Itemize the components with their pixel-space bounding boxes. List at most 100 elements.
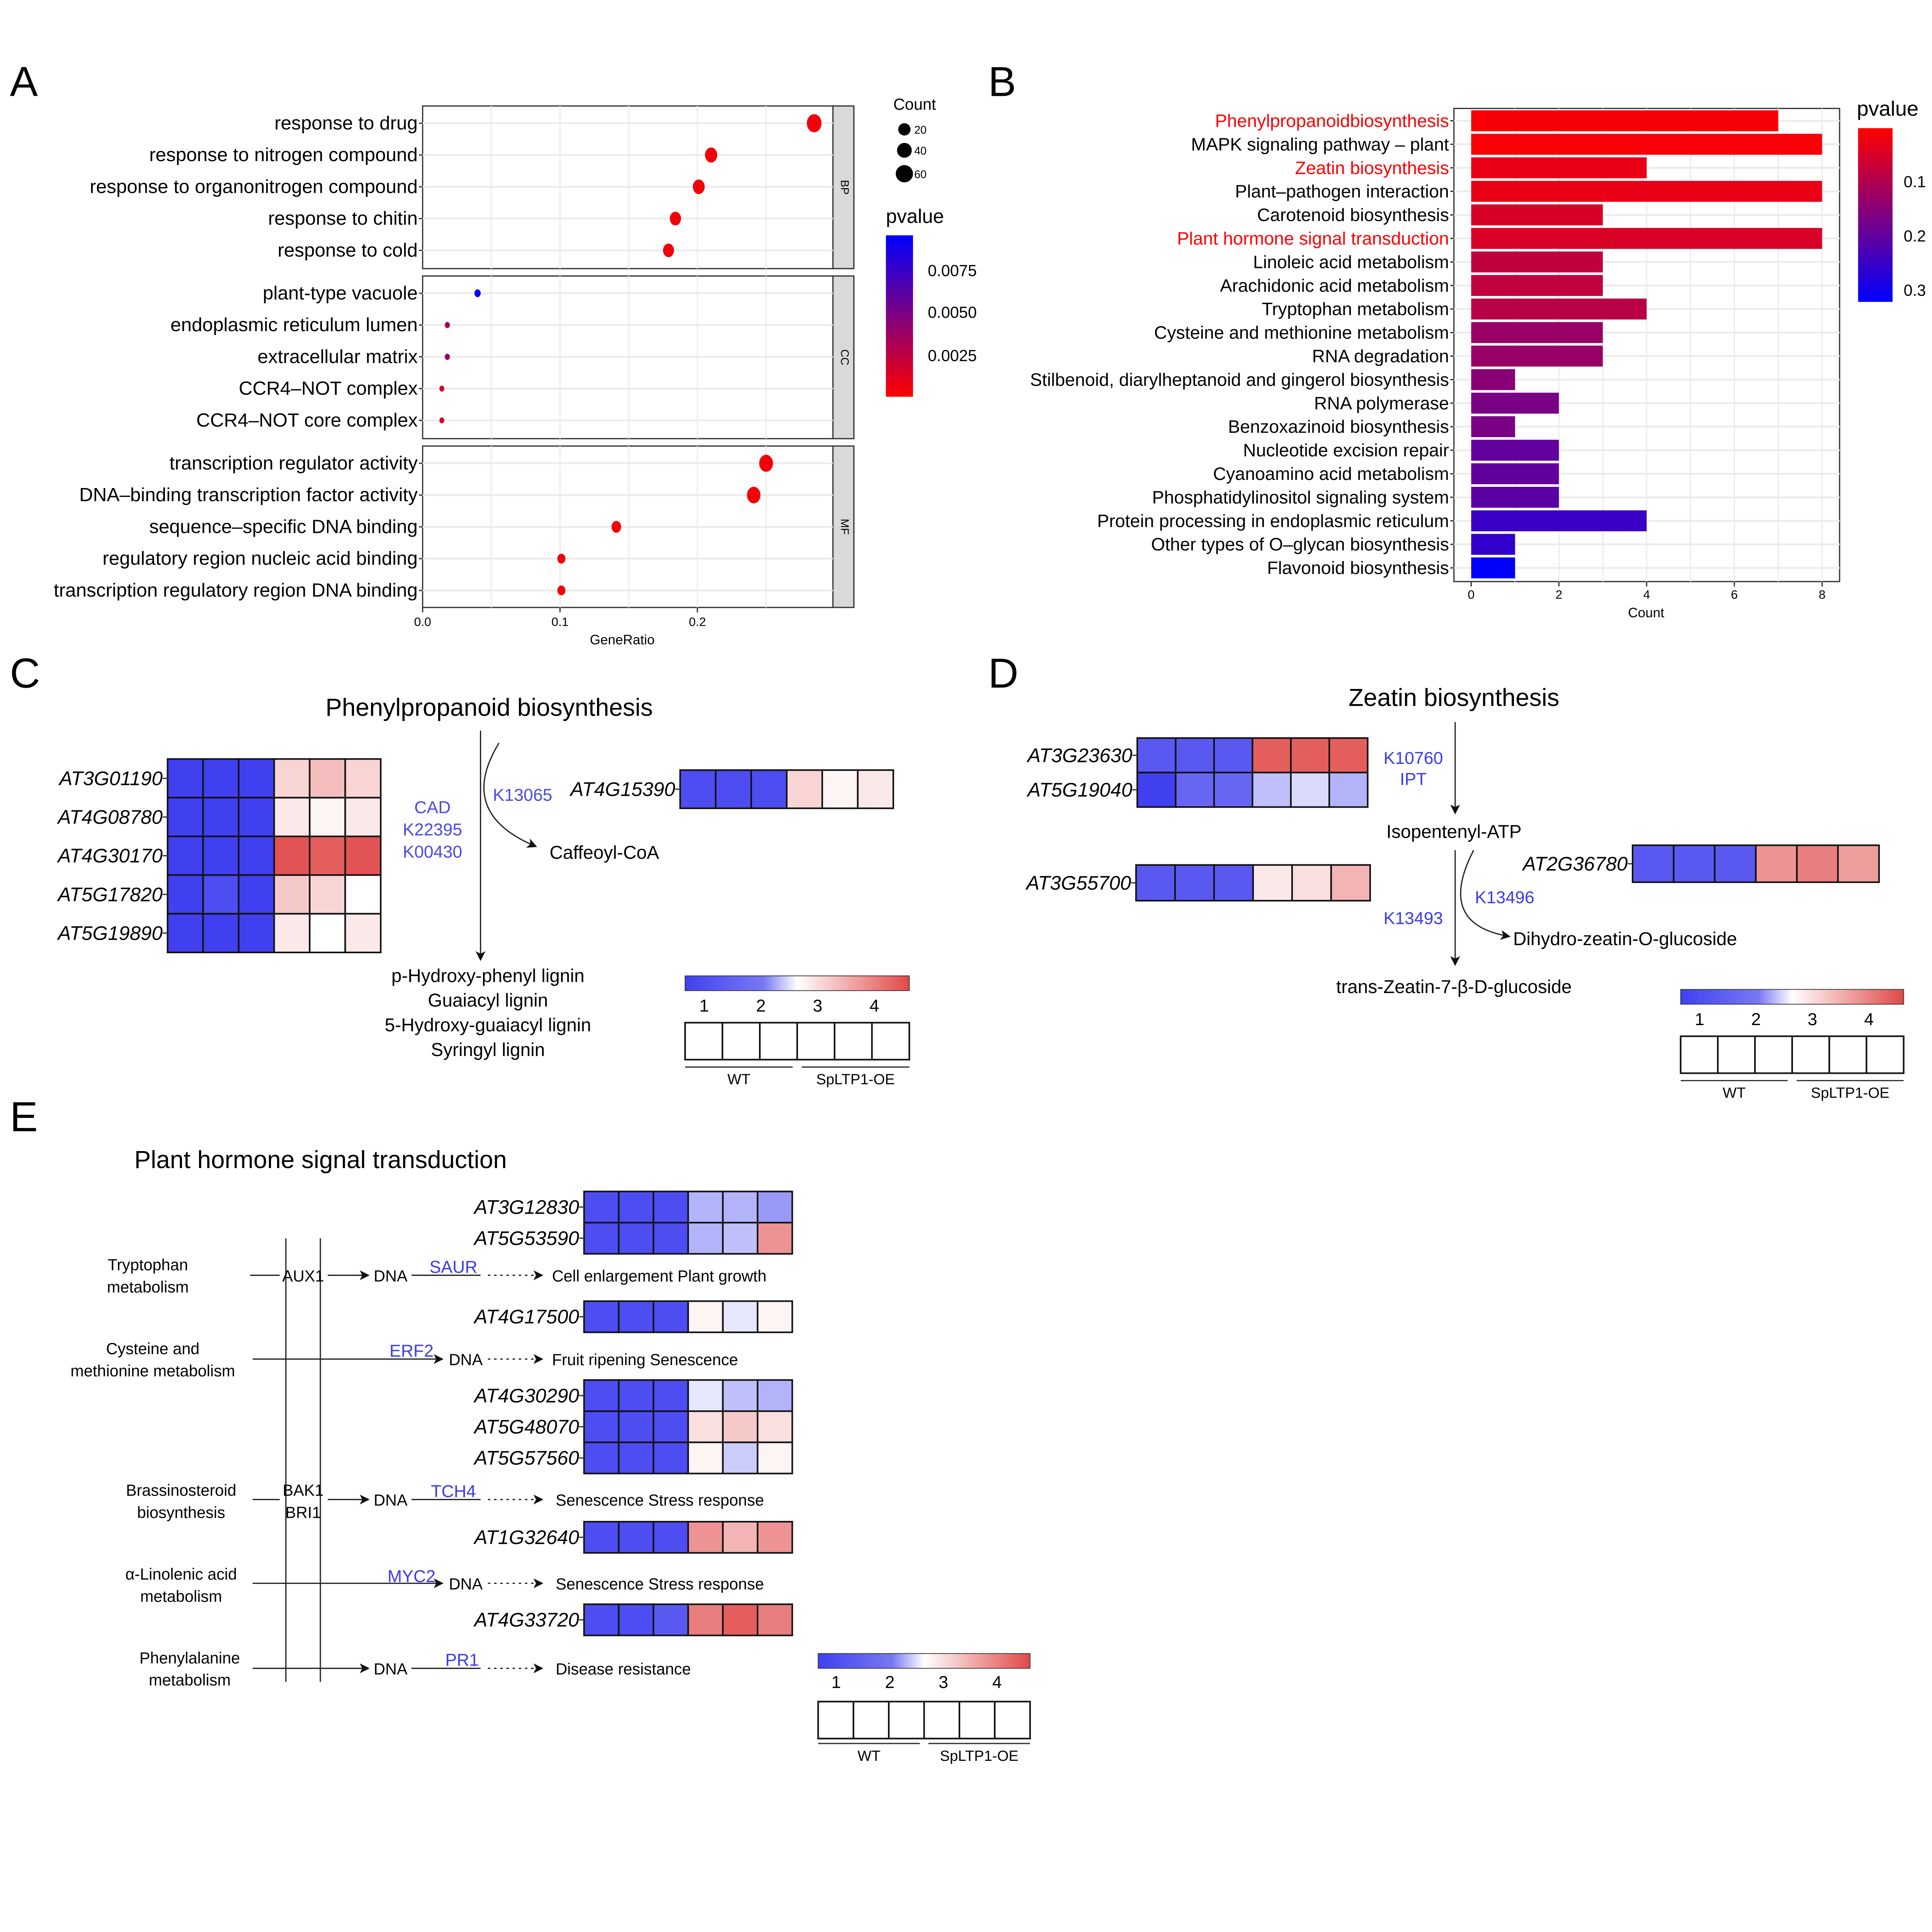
heatmap-cell [1175,772,1215,808]
heatmap-cell [583,1222,620,1255]
facet-strip-label: MF [838,519,851,534]
heatmap-cell [786,769,823,809]
heatmap-cell [722,1300,759,1333]
color-scale-tick: 3 [1808,1010,1817,1029]
receptor-bak1: BAK1 [282,1481,323,1499]
heatmap-cell [1213,864,1254,902]
heatmap-cell [653,1222,689,1255]
data-point [663,243,674,257]
term-label: CCR4–NOT complex [239,378,418,399]
panel-c-phenylpropanoid: Phenylpropanoid biosynthesis CAD K22395 … [57,694,910,1088]
heatmap-cell [1252,772,1292,808]
gene-label: AT3G23630 [1026,744,1132,766]
receptor-bri1: BRI1 [285,1503,321,1522]
response-label: Fruit ripening Senescence [552,1350,738,1369]
heatmap-cell [167,797,204,837]
heatmap-cell [309,913,346,953]
facet-strip [832,105,855,269]
enzyme-label: CAD [414,798,451,817]
color-scale-tick: 2 [1751,1010,1761,1029]
heatmap-cell [653,1300,689,1333]
panel-c-title: Phenylpropanoid biosynthesis [325,694,653,721]
panel-label-a: A [10,58,38,105]
heatmap-cell [687,1190,724,1224]
sample-box [1754,1035,1793,1074]
sample-box [1680,1035,1719,1074]
factor-saur: SAUR [429,1258,477,1277]
term-label: transcription regulator activity [169,452,418,474]
heatmap-cell [309,835,346,876]
sample-box [1828,1035,1867,1074]
color-legend-bar [1858,128,1893,302]
bar [1471,463,1559,485]
heatmap-cell [618,1222,655,1255]
data-point [557,585,566,595]
heatmap-cell [618,1603,655,1636]
size-legend-title: Count [893,95,936,113]
dna-label: DNA [449,1575,483,1593]
pathway-label: Tryptophan [108,1256,188,1274]
gene-label: AT4G15390 [569,778,675,800]
pathway-label: methionine metabolism [70,1362,235,1380]
response-label: Cell enlargement Plant growth [552,1267,767,1285]
group-label-oe: SpLTP1-OE [816,1071,895,1088]
term-label: endoplasmic reticulum lumen [170,314,418,335]
heatmap-cell [722,1190,759,1224]
color-scale-tick: 4 [1864,1010,1874,1029]
data-point [557,553,566,564]
facet-strip [832,275,855,439]
gene-label: AT3G01190 [58,767,163,789]
term-label: plant-type vacuole [263,282,418,304]
bar [1471,251,1603,273]
group-label-wt: WT [1723,1085,1745,1101]
bar [1471,486,1559,508]
sample-box [923,1701,961,1740]
facet-strip-label: CC [838,349,851,365]
data-point [807,114,822,133]
category-label: Protein processing in endoplasmic reticu… [1097,511,1449,531]
heatmap-cell [618,1190,655,1224]
size-legend-dot [898,123,911,136]
color-scale-tick: 1 [1695,1010,1704,1029]
color-scale-tick: 4 [992,1673,1002,1692]
category-label: RNA polymerase [1314,393,1449,413]
factor-tch4: TCH4 [431,1482,476,1501]
response-label: Senescence Stress response [556,1575,764,1593]
product-label: Dihydro-zeatin-O-glucoside [1513,929,1737,949]
sample-box [796,1022,835,1061]
heatmap-cell [273,874,311,915]
heatmap-cell [583,1410,620,1443]
category-label: MAPK signaling pathway – plant [1191,134,1449,154]
pathway-label: metabolism [149,1671,231,1689]
heatmap-cell [1213,772,1253,808]
gene-label: AT4G30290 [473,1384,579,1406]
sample-box [852,1701,890,1740]
dna-label: DNA [374,1267,408,1285]
sample-box [871,1022,910,1061]
data-point [759,454,773,472]
heatmap-cell [238,758,275,799]
bar [1471,534,1515,555]
data-point [439,385,444,392]
ko-label: K13065 [493,786,553,805]
heatmap-cell [757,1603,793,1636]
heatmap-cell [757,1379,793,1412]
x-tick-label: 0.2 [689,615,706,629]
sample-box [833,1022,873,1061]
heatmap-cell [715,769,752,809]
color-scale-tick: 1 [832,1673,841,1692]
heatmap-cell [722,1521,759,1554]
heatmap-cell [722,1603,759,1636]
heatmap-cell [1755,844,1798,883]
term-label: response to nitrogen compound [149,144,418,165]
heatmap-cell [583,1190,620,1224]
heatmap-cell [583,1379,620,1412]
data-point [445,354,450,360]
group-label-wt: WT [728,1071,750,1088]
panel-b-kegg-barplot: Phenylpropanoidbiosynthesis MAPK signalin… [1030,97,1926,621]
bar [1471,322,1603,343]
bar [1471,369,1515,390]
data-point [611,521,621,533]
category-label: Flavonoid biosynthesis [1267,558,1449,578]
heatmap-legend-c: 1 2 3 4 WT SpLTP1-OE [684,975,910,1088]
